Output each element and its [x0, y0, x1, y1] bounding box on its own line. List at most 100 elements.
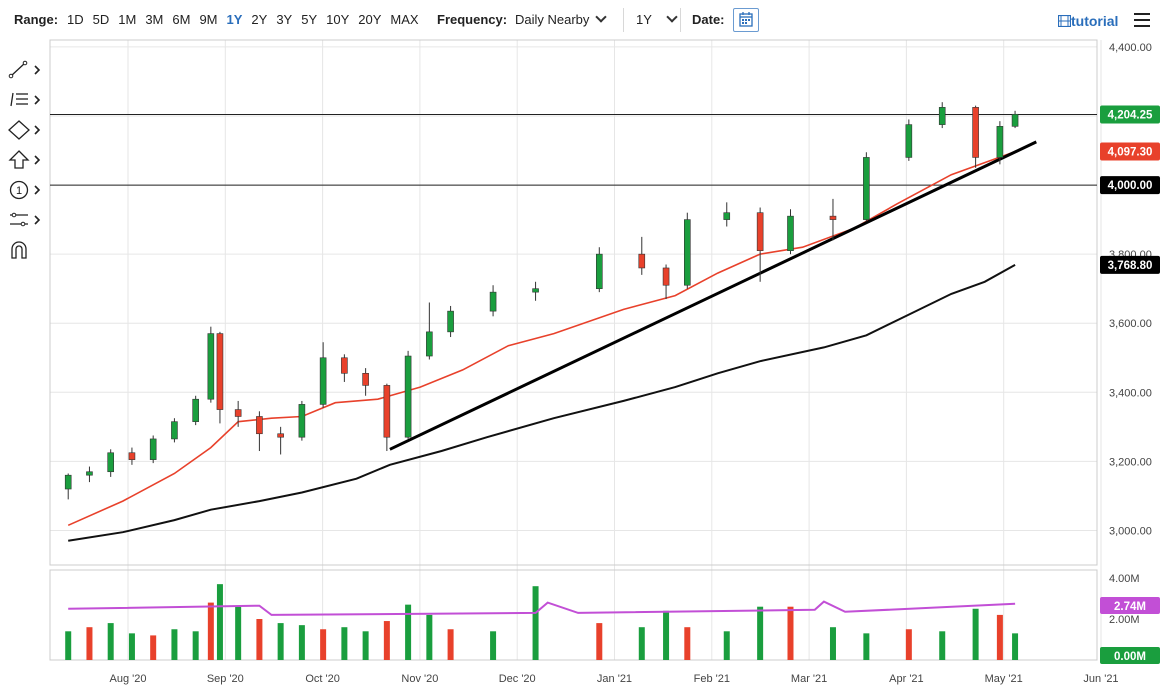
- volume-tick-label: 4.00M: [1109, 573, 1140, 585]
- x-tick-label: Nov '20: [401, 673, 438, 685]
- x-tick-label: Mar '21: [791, 673, 827, 685]
- range-1d[interactable]: 1D: [67, 12, 84, 27]
- candle-body: [341, 357, 348, 374]
- volume-bar: [207, 602, 214, 660]
- frequency-value: Daily Nearby: [515, 12, 590, 27]
- menu-icon[interactable]: [1134, 13, 1150, 27]
- number-badge-icon: 1: [9, 180, 41, 200]
- candle-body: [684, 219, 691, 286]
- pattern-tool[interactable]: [6, 209, 44, 231]
- volume-bar: [723, 631, 730, 660]
- magnet-tool[interactable]: [6, 239, 44, 261]
- candle-body: [319, 357, 327, 405]
- trend-line-tool[interactable]: [6, 59, 44, 81]
- volume-bar: [1012, 633, 1019, 660]
- price-badge: [1100, 142, 1160, 161]
- volume-bar: [638, 627, 645, 660]
- long-moving-average-line: [68, 264, 1016, 542]
- range-6m[interactable]: 6M: [172, 12, 191, 27]
- range-2y[interactable]: 2Y: [251, 12, 268, 27]
- volume-bar: [663, 610, 670, 660]
- volume-bar: [532, 586, 539, 660]
- volume-bar: [320, 629, 327, 660]
- range-5d[interactable]: 5D: [92, 12, 110, 27]
- y-tick-label: 4,400.00: [1109, 42, 1152, 54]
- candle-body: [756, 212, 764, 251]
- price-pane-frame: [49, 39, 1098, 566]
- candle-body: [723, 212, 731, 220]
- volume-bar: [65, 631, 72, 660]
- x-tick-label: Sep '20: [207, 673, 244, 685]
- volume-bar: [757, 606, 764, 660]
- candle-body: [192, 398, 199, 422]
- candle-body: [595, 253, 603, 289]
- fib-levels-icon: [10, 92, 41, 107]
- volume-bar: [341, 627, 348, 660]
- range-20y[interactable]: 20Y: [358, 12, 382, 27]
- range-5y[interactable]: 5Y: [301, 12, 318, 27]
- divider: [680, 8, 681, 32]
- calendar-button[interactable]: [733, 8, 759, 32]
- toolbar: Range: 1D 5D 1M 3M 6M 9M 1Y 2Y 3Y 5Y 10Y 20Y MAX Fre…: [0, 0, 1167, 40]
- number-badge-tool[interactable]: 1: [6, 179, 44, 201]
- candle-body: [207, 333, 215, 400]
- range-1y[interactable]: 1Y: [226, 12, 243, 27]
- shapes-tool[interactable]: [6, 119, 44, 141]
- range-10y[interactable]: 10Y: [326, 12, 350, 27]
- candle-body: [256, 416, 263, 435]
- candle-body: [86, 471, 93, 476]
- arrow-tool[interactable]: [6, 149, 44, 171]
- volume-bar: [150, 635, 157, 660]
- date-label: Date:: [692, 12, 725, 27]
- x-tick-label: Jan '21: [597, 673, 632, 685]
- volume-bar: [684, 627, 691, 660]
- candle-body: [171, 421, 178, 440]
- volume-average-line: [68, 600, 1016, 616]
- volume-pane-frame: [49, 569, 1098, 661]
- range-label: Range:: [14, 12, 59, 27]
- range-9m[interactable]: 9M: [199, 12, 218, 27]
- candle-body: [996, 126, 1004, 158]
- range-3m[interactable]: 3M: [145, 12, 164, 27]
- volume-badge: [1100, 647, 1160, 664]
- tutorial-link[interactable]: tutorial: [1057, 13, 1119, 29]
- candle-body: [216, 333, 224, 410]
- volume-badge: [1100, 597, 1160, 614]
- volume-badge-label: 2.74M: [1114, 601, 1146, 613]
- volume-bar: [298, 625, 305, 660]
- range-1m[interactable]: 1M: [118, 12, 137, 27]
- volume-bar: [216, 584, 223, 660]
- y-tick-label: 3,600.00: [1109, 318, 1152, 330]
- volume-bar: [447, 629, 454, 660]
- range-max[interactable]: MAX: [390, 12, 419, 27]
- volume-bar: [996, 614, 1003, 660]
- candle-body: [489, 291, 497, 312]
- candle-body: [426, 331, 433, 357]
- frequency-dropdown[interactable]: Daily Nearby: [515, 11, 608, 27]
- range-3y[interactable]: 3Y: [276, 12, 293, 27]
- volume-tick-label: 2.00M: [1109, 614, 1140, 626]
- candle-body: [662, 267, 670, 286]
- volume-badge-label: 0.00M: [1114, 651, 1146, 663]
- period-dropdown[interactable]: 1Y: [636, 11, 678, 27]
- candle-body: [234, 409, 242, 417]
- tutorial-label: tutorial: [1071, 13, 1119, 29]
- x-tick-label: Feb '21: [694, 673, 730, 685]
- x-tick-label: Dec '20: [499, 673, 536, 685]
- fib-levels-tool[interactable]: [6, 89, 44, 111]
- x-tick-label: Jun '21: [1083, 673, 1118, 685]
- candle-body: [638, 253, 646, 269]
- y-tick-label: 3,400.00: [1109, 387, 1152, 399]
- volume-bar: [787, 606, 794, 660]
- volume-bar: [596, 623, 603, 660]
- candle-body: [863, 157, 870, 220]
- x-tick-label: Oct '20: [305, 673, 340, 685]
- period-value: 1Y: [636, 12, 652, 27]
- arrow-up-icon: [8, 150, 41, 169]
- volume-bar: [490, 631, 497, 660]
- price-badge-label: 3,768.80: [1108, 260, 1153, 272]
- x-tick-label: Apr '21: [889, 673, 924, 685]
- y-tick-label: 3,200.00: [1109, 456, 1152, 468]
- volume-bar: [86, 627, 93, 660]
